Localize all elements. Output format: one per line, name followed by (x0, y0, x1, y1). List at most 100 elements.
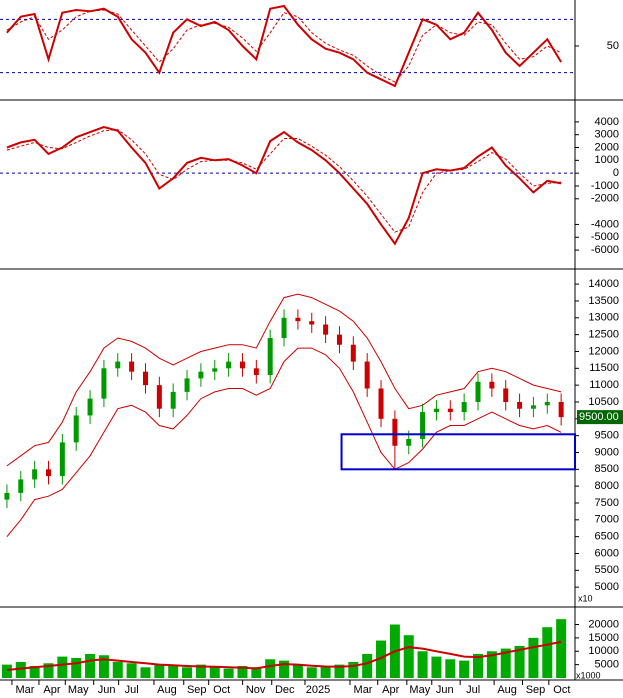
volume-bar (403, 635, 414, 678)
volume-bar (362, 653, 373, 678)
volume-bar (486, 651, 497, 678)
volume-bar (85, 653, 96, 678)
candle-body (115, 361, 121, 369)
volume-ma (6, 640, 562, 671)
candle-body (295, 317, 301, 322)
y-tick-label: 13000 (588, 312, 619, 324)
volume-bar (140, 667, 151, 678)
last-price-label: 9500.00 (579, 411, 619, 423)
y-tick-label: 8500 (595, 463, 619, 475)
volume-bar (542, 627, 553, 678)
volume-bar (29, 665, 40, 678)
y-tick-label: 7000 (595, 514, 619, 526)
candle-body (73, 415, 79, 443)
x-tick-label: Oct (213, 684, 230, 696)
candle-body (558, 401, 564, 418)
x-tick-label: Mar (15, 684, 34, 696)
volume-bar (292, 664, 303, 678)
candle-body (461, 401, 467, 413)
candle-body (530, 405, 536, 409)
volume-bar (376, 640, 387, 678)
x-tick-label: Apr (43, 684, 60, 696)
candle-body (378, 388, 384, 419)
candle-body (336, 334, 342, 345)
candle-body (239, 361, 245, 369)
y-tick-label: -2000 (591, 193, 619, 205)
volume-bar (348, 661, 359, 678)
candle-body (267, 338, 273, 376)
support-zone (340, 433, 576, 471)
volume-bar (223, 668, 234, 678)
candle-body (156, 385, 162, 409)
volume-bar (445, 659, 456, 678)
volume-bar (514, 645, 525, 678)
indicator-line (6, 125, 562, 246)
volume-bar (431, 656, 442, 678)
candle-body (198, 371, 204, 379)
signal-line (6, 9, 562, 83)
y-tick-label: -1000 (591, 180, 619, 192)
y-tick-label: 5000 (595, 659, 619, 671)
x-tick-label: Sep (187, 684, 207, 696)
volume-bar (126, 663, 137, 678)
candle-body (503, 388, 509, 402)
y-tick-label: 5500 (595, 564, 619, 576)
x-tick-label: Aug (157, 684, 177, 696)
y-tick-label: 12000 (588, 345, 619, 357)
candle-body (253, 368, 259, 376)
candle-body (489, 381, 495, 389)
volume-bar (71, 657, 82, 678)
candle-body (226, 361, 232, 369)
candle-body (350, 344, 356, 362)
volume-bar (98, 655, 109, 678)
multiplier-label: x10 (578, 593, 593, 603)
y-tick-label: 50 (607, 40, 619, 52)
x-tick-label: Jul (466, 684, 480, 696)
multiplier-label: x1000 (576, 670, 601, 680)
volume-bar (334, 664, 345, 678)
candle-body (392, 418, 398, 446)
volume-bar (265, 659, 276, 678)
y-tick-label: 3000 (595, 129, 619, 141)
volume-bar (57, 656, 68, 678)
signal-line (6, 129, 562, 233)
x-tick-label: Jun (98, 684, 116, 696)
y-tick-label: 1000 (595, 154, 619, 166)
x-tick-label: Dec (275, 684, 295, 696)
candle-body (406, 439, 412, 446)
x-tick-label: Oct (553, 684, 570, 696)
y-tick-label: -5000 (591, 231, 619, 243)
volume-bar (237, 665, 248, 678)
y-tick-label: 7500 (595, 497, 619, 509)
x-tick-label: Apr (382, 684, 399, 696)
y-tick-label: 20000 (588, 618, 619, 630)
candle-body (170, 391, 176, 409)
candle-body (517, 401, 523, 409)
upper-band (6, 293, 562, 467)
x-tick-label: May (409, 684, 430, 696)
x-tick-label: Nov (246, 684, 266, 696)
volume-bar (168, 665, 179, 678)
candle-body (87, 398, 93, 416)
last-price-box (577, 410, 623, 425)
volume-bar (473, 653, 484, 678)
candle-body (475, 381, 481, 402)
candle-body (212, 368, 218, 372)
y-tick-label: 13500 (588, 295, 619, 307)
y-tick-label: -4000 (591, 218, 619, 230)
x-tick-label: Aug (497, 684, 517, 696)
y-tick-label: 9500 (595, 430, 619, 442)
y-tick-label: 6000 (595, 547, 619, 559)
y-tick-label: 6500 (595, 531, 619, 543)
volume-bar (528, 637, 539, 678)
candle-body (447, 408, 453, 413)
volume-bar (112, 661, 123, 678)
candle-body (101, 368, 107, 399)
y-tick-label: 9000 (595, 446, 619, 458)
candle-body (323, 324, 329, 335)
volume-bar (556, 619, 567, 678)
candle-body (184, 378, 190, 392)
candle-body (4, 492, 10, 500)
y-tick-label: 11000 (589, 379, 619, 391)
